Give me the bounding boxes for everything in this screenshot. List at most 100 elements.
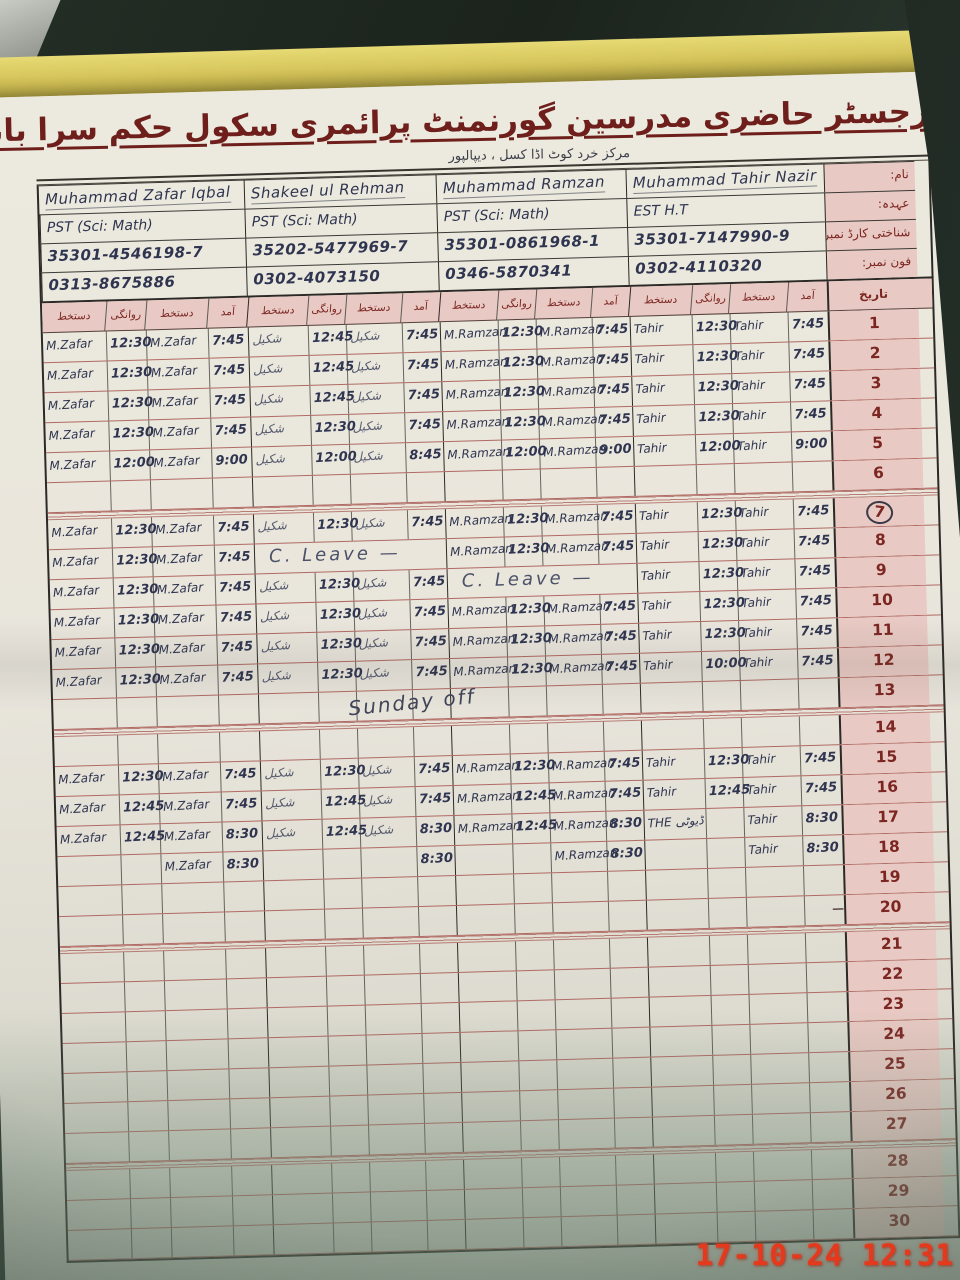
time-ink: 7:45 <box>218 579 252 596</box>
time-ink: 12:45 <box>122 798 165 816</box>
att-cell <box>457 971 517 1002</box>
time-ink: 12:30 <box>318 575 361 593</box>
time-ink: 7:45 <box>600 508 634 525</box>
att-cell <box>211 477 253 508</box>
day-number: 14 <box>874 717 897 736</box>
time-ink: 12:30 <box>321 665 364 683</box>
att-cell: Tahir <box>636 561 700 593</box>
att-cell: M.Zafar <box>150 515 214 547</box>
info-cell-phone: 0313-8675886 <box>41 266 247 302</box>
att-cell <box>423 1092 462 1123</box>
att-cell: M.Ramzan <box>548 781 616 813</box>
att-cell <box>271 1163 332 1194</box>
att-cell: M.Ramzan <box>444 507 512 538</box>
att-cell <box>53 698 117 729</box>
att-cell <box>464 1218 524 1249</box>
teacher-name: Muhammad Tahir Nazir <box>632 166 817 194</box>
signature-ink: M.Zafar <box>161 766 209 784</box>
header-signature-label: دستخط <box>344 293 403 324</box>
time-ink: 8:30 <box>420 850 454 867</box>
signature-ink: شکیل <box>354 515 386 531</box>
att-cell: M.Ramzan <box>439 320 507 351</box>
att-cell: شکیل <box>348 412 405 444</box>
att-cell <box>802 864 844 896</box>
att-cell: 12:30 <box>699 590 745 621</box>
att-cell <box>149 478 213 510</box>
signature-ink: Tahir <box>645 754 676 770</box>
att-cell: M.Ramzan <box>538 407 606 439</box>
signature-ink: M.Zafar <box>155 549 203 567</box>
att-cell <box>747 962 807 994</box>
att-cell <box>125 1040 167 1072</box>
signature-ink: شکیل <box>350 358 381 374</box>
att-cell <box>744 866 804 897</box>
att-cell: M.Zafar <box>52 668 116 699</box>
att-cell: M.Zafar <box>149 448 212 480</box>
signature-ink: شکیل <box>252 360 283 377</box>
att-cell <box>613 1087 652 1118</box>
att-cell <box>714 1151 754 1182</box>
att-cell <box>746 933 806 964</box>
att-cell <box>754 1209 814 1241</box>
time-ink: 12:45 <box>313 389 356 406</box>
time-ink: 7:45 <box>418 790 452 808</box>
att-cell: 10:00 <box>700 650 747 681</box>
att-cell: M.Zafar <box>145 328 209 360</box>
att-cell <box>607 900 647 931</box>
signature-ink: Tahir <box>742 624 773 641</box>
time-ink: 12:30 <box>116 581 159 599</box>
signature-ink: Tahir <box>635 380 666 397</box>
att-cell: 8:30 <box>802 834 843 866</box>
att-cell <box>711 1024 751 1055</box>
att-cell: 7:45 <box>787 311 829 342</box>
time-ink: 12:30 <box>503 383 546 401</box>
att-cell <box>460 1061 520 1092</box>
time-ink: 12:30 <box>119 671 162 689</box>
att-cell: Tahir <box>741 746 801 777</box>
time-ink: 7:45 <box>799 592 833 610</box>
att-cell <box>517 1030 557 1061</box>
day-number-cell: 29 <box>851 1176 944 1208</box>
att-cell <box>501 469 541 500</box>
time-ink: 7:45 <box>214 422 248 439</box>
att-cell: شکیل <box>256 632 318 664</box>
att-cell: 12:00 <box>109 450 155 481</box>
signature-ink: شکیل <box>253 390 284 407</box>
day-number-cell: 13 <box>837 675 930 707</box>
att-cell <box>363 943 420 975</box>
att-cell: Tahir <box>743 806 803 837</box>
att-cell <box>127 1100 169 1131</box>
att-cell: 12:30 <box>107 390 153 421</box>
time-ink: 7:45 <box>410 513 444 531</box>
att-cell <box>117 734 158 765</box>
att-cell: 8:45 <box>404 441 444 472</box>
att-cell <box>129 1167 170 1198</box>
att-cell <box>791 461 833 492</box>
att-cell <box>611 1027 651 1058</box>
att-cell: Tahir <box>731 372 790 403</box>
time-ink: 7:45 <box>800 622 834 640</box>
att-cell: 7:45 <box>788 341 830 372</box>
signature-ink: M.Zafar <box>152 422 200 440</box>
signature-ink: شکیل <box>352 418 383 434</box>
day-number-cell: 27 <box>849 1109 942 1141</box>
teacher-designation: PST (Sci: Math) <box>46 216 153 236</box>
time-ink: 7:45 <box>798 562 832 580</box>
att-cell: 12:30 <box>693 373 739 404</box>
att-cell: 7:45 <box>796 618 837 649</box>
day-number: 2 <box>869 343 881 362</box>
signature-ink: Tahir <box>635 410 667 427</box>
att-cell <box>613 1117 653 1148</box>
att-cell <box>363 973 421 1005</box>
signature-ink: شکیل <box>258 577 289 594</box>
time-ink: 12:00 <box>504 443 548 461</box>
time-ink: 7:45 <box>408 416 442 434</box>
att-cell <box>640 718 704 750</box>
att-cell <box>650 1055 714 1087</box>
signature-ink: Tahir <box>747 811 778 828</box>
time-ink: 7:45 <box>791 315 825 333</box>
teacher-phone: 0302-4110320 <box>634 255 763 278</box>
att-cell: 12:30 <box>113 607 160 638</box>
signature-ink: M.Zafar <box>150 362 198 380</box>
att-cell: Tahir <box>742 776 802 807</box>
